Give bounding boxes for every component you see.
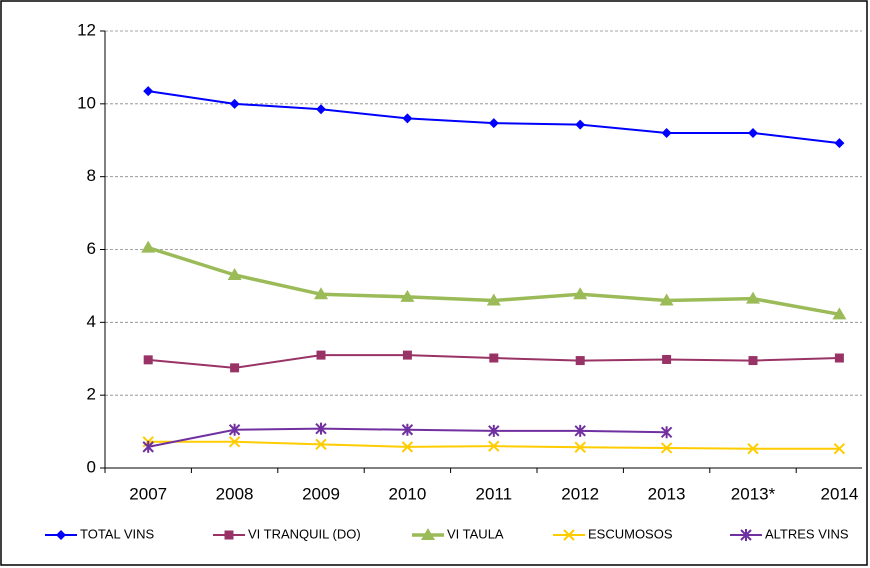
legend-marker bbox=[740, 529, 752, 541]
data-point bbox=[315, 422, 327, 435]
y-tick-label: 6 bbox=[87, 239, 96, 258]
data-point bbox=[662, 354, 672, 364]
x-tick-label: 2010 bbox=[388, 484, 426, 503]
data-point bbox=[229, 98, 240, 109]
x-tick-label: 2009 bbox=[302, 484, 340, 503]
data-point bbox=[315, 438, 327, 451]
legend-label: ESCUMOSOS bbox=[588, 526, 673, 541]
data-point bbox=[574, 441, 586, 453]
x-tick-label: 2014 bbox=[820, 484, 858, 503]
data-point bbox=[660, 442, 673, 454]
y-tick-label: 10 bbox=[77, 93, 96, 112]
data-point bbox=[402, 113, 413, 124]
data-point bbox=[227, 267, 242, 280]
data-point bbox=[316, 350, 326, 360]
data-point bbox=[575, 119, 586, 130]
data-point bbox=[488, 424, 500, 437]
data-point bbox=[660, 426, 673, 439]
data-point bbox=[573, 287, 588, 300]
data-point bbox=[489, 353, 499, 363]
data-point bbox=[402, 350, 412, 360]
legend-marker bbox=[56, 530, 66, 540]
data-point bbox=[401, 423, 414, 436]
data-point bbox=[747, 442, 759, 455]
x-tick-label: 2011 bbox=[476, 484, 513, 503]
data-point bbox=[748, 127, 758, 138]
x-tick-label: 2013 bbox=[648, 484, 686, 503]
data-point bbox=[143, 86, 154, 97]
data-point bbox=[400, 289, 415, 302]
legend-label: ALTRES VINS bbox=[765, 526, 849, 541]
legend-marker bbox=[421, 528, 435, 540]
legend-label: VI TRANQUIL (DO) bbox=[248, 526, 361, 541]
data-point bbox=[401, 441, 414, 453]
data-point bbox=[143, 355, 153, 365]
data-point bbox=[834, 138, 845, 149]
data-point bbox=[488, 440, 500, 452]
data-point bbox=[575, 356, 585, 366]
y-tick-label: 8 bbox=[87, 166, 96, 185]
x-tick-label: 2013* bbox=[731, 484, 776, 503]
data-point bbox=[832, 307, 847, 320]
data-point bbox=[141, 240, 156, 253]
y-tick-label: 2 bbox=[87, 385, 96, 404]
data-point bbox=[574, 424, 586, 437]
data-point bbox=[488, 118, 499, 129]
data-point bbox=[228, 423, 241, 436]
data-point bbox=[314, 287, 328, 300]
y-tick-label: 12 bbox=[77, 20, 96, 39]
data-point bbox=[486, 293, 501, 306]
y-tick-label: 4 bbox=[87, 312, 96, 331]
x-tick-label: 2012 bbox=[561, 484, 599, 503]
x-tick-label: 2007 bbox=[129, 484, 167, 503]
data-point bbox=[834, 353, 844, 363]
legend-label: TOTAL VINS bbox=[80, 526, 154, 541]
data-point bbox=[228, 436, 241, 448]
data-point bbox=[661, 127, 672, 138]
x-tick-label: 2008 bbox=[216, 484, 254, 503]
legend-marker bbox=[563, 529, 575, 541]
data-point bbox=[746, 291, 760, 304]
data-point bbox=[142, 440, 154, 453]
y-tick-label: 0 bbox=[87, 457, 96, 476]
data-point bbox=[833, 442, 846, 455]
data-point bbox=[230, 363, 240, 373]
legend-marker bbox=[224, 530, 234, 540]
data-point bbox=[659, 293, 674, 306]
data-point bbox=[748, 356, 758, 366]
data-point bbox=[316, 104, 326, 115]
legend-label: VI TAULA bbox=[447, 526, 504, 541]
